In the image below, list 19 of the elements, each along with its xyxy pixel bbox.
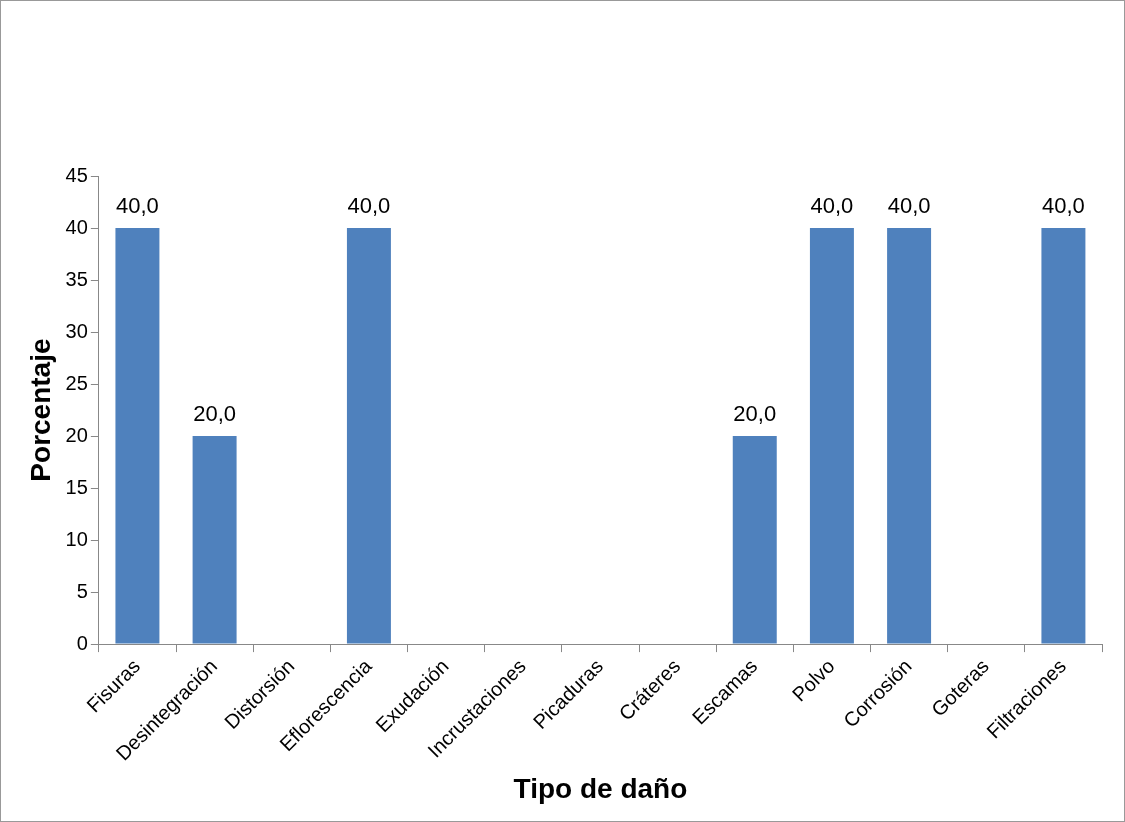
y-axis-title: Porcentaje [24,338,56,482]
y-tick-label: 5 [76,579,88,602]
data-label: 40,0 [1042,193,1085,219]
y-tick-label: 40 [65,215,88,238]
y-tick-label: 30 [65,319,88,342]
x-axis-title: Tipo de daño [513,772,688,804]
data-label: 20,0 [733,401,777,427]
y-tick-label: 25 [65,371,88,394]
y-tick-label: 45 [65,163,88,186]
y-tick-label: 35 [65,267,88,290]
y-tick-label: 20 [65,423,88,446]
data-label: 40,0 [347,193,391,219]
y-tick-label: 15 [65,475,88,498]
data-label: 40,0 [116,193,159,219]
data-label: 20,0 [193,401,237,427]
data-label: 40,0 [887,193,931,219]
y-tick-label: 0 [76,631,88,654]
data-label: 40,0 [810,193,854,219]
y-tick-label: 10 [65,527,88,550]
